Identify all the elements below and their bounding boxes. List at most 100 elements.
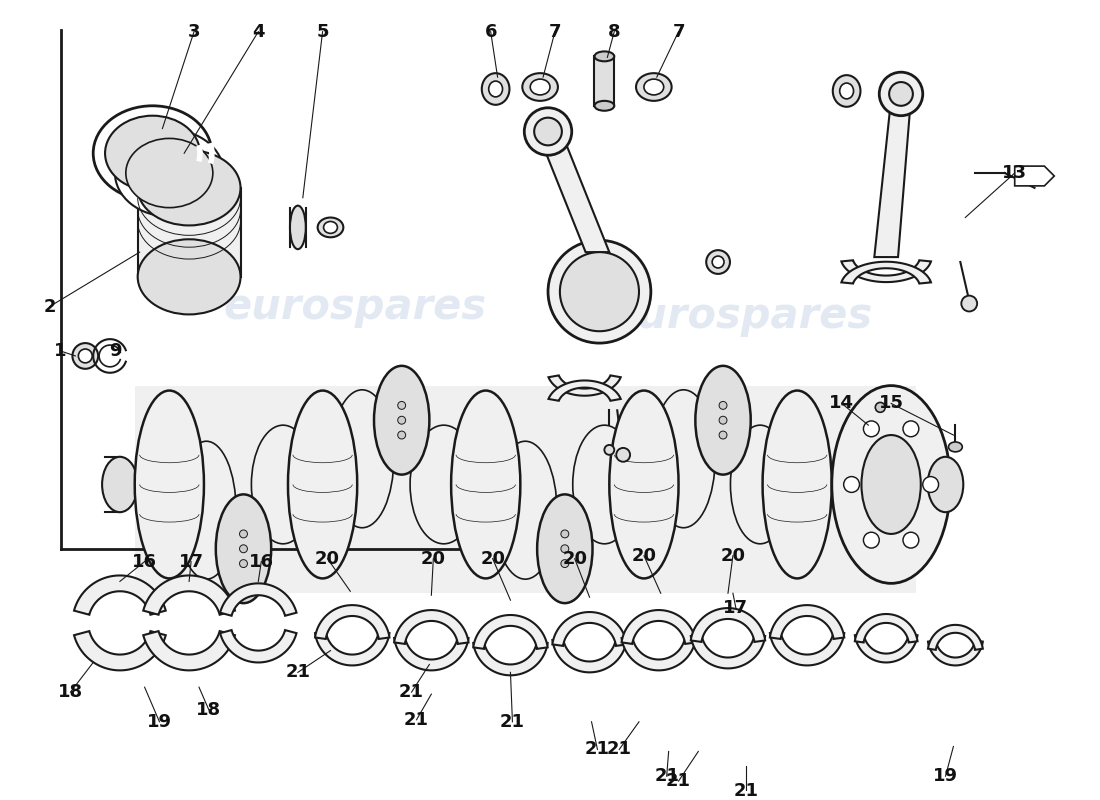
Text: 16: 16 [249, 553, 274, 570]
Text: 17: 17 [724, 599, 748, 617]
Ellipse shape [488, 81, 503, 97]
Ellipse shape [839, 83, 854, 99]
Circle shape [240, 530, 248, 538]
Polygon shape [842, 260, 931, 282]
Text: 21: 21 [399, 683, 425, 701]
Circle shape [923, 477, 938, 492]
Ellipse shape [594, 101, 614, 110]
Ellipse shape [573, 425, 636, 544]
Polygon shape [691, 634, 766, 668]
Ellipse shape [695, 366, 750, 474]
Text: 17: 17 [178, 553, 204, 570]
Ellipse shape [288, 390, 358, 578]
Polygon shape [770, 605, 845, 639]
Polygon shape [315, 605, 389, 639]
Text: 18: 18 [58, 683, 82, 701]
Ellipse shape [537, 494, 593, 603]
Ellipse shape [948, 442, 962, 452]
Circle shape [712, 256, 724, 268]
Text: 14: 14 [829, 394, 855, 413]
Polygon shape [394, 610, 469, 644]
Ellipse shape [636, 73, 672, 101]
Circle shape [561, 560, 569, 567]
Polygon shape [552, 612, 627, 646]
Circle shape [889, 82, 913, 106]
Text: 2: 2 [43, 298, 56, 315]
Text: 21: 21 [585, 741, 611, 758]
Circle shape [561, 545, 569, 553]
Polygon shape [473, 642, 548, 675]
Circle shape [616, 448, 630, 462]
Ellipse shape [927, 457, 964, 512]
Circle shape [398, 402, 406, 410]
Circle shape [844, 477, 859, 492]
Text: 20: 20 [481, 550, 505, 568]
Text: 21: 21 [285, 663, 310, 682]
Ellipse shape [138, 150, 241, 226]
Polygon shape [928, 641, 982, 666]
Ellipse shape [861, 435, 921, 534]
Polygon shape [770, 631, 845, 666]
Ellipse shape [374, 366, 429, 474]
Ellipse shape [290, 206, 306, 249]
Text: 20: 20 [720, 546, 746, 565]
Circle shape [903, 421, 918, 437]
Polygon shape [552, 638, 627, 672]
Polygon shape [855, 634, 917, 662]
Ellipse shape [833, 75, 860, 106]
Polygon shape [138, 188, 241, 277]
Ellipse shape [116, 130, 223, 217]
Polygon shape [928, 625, 982, 650]
Polygon shape [74, 575, 166, 614]
Circle shape [719, 416, 727, 424]
Ellipse shape [594, 51, 614, 62]
Text: 18: 18 [196, 701, 221, 719]
Polygon shape [874, 99, 911, 257]
Ellipse shape [482, 73, 509, 105]
Ellipse shape [609, 390, 679, 578]
Text: 19: 19 [147, 713, 172, 730]
Ellipse shape [494, 442, 557, 579]
Text: eurospares: eurospares [223, 286, 487, 327]
Polygon shape [220, 630, 297, 662]
Polygon shape [855, 614, 917, 642]
Ellipse shape [832, 386, 950, 583]
Text: 21: 21 [607, 741, 631, 758]
Ellipse shape [106, 116, 200, 191]
Text: 7: 7 [549, 22, 561, 41]
Ellipse shape [330, 390, 394, 528]
Polygon shape [134, 386, 916, 594]
Polygon shape [315, 631, 389, 666]
Polygon shape [691, 608, 766, 642]
Polygon shape [473, 615, 548, 649]
Circle shape [561, 530, 569, 538]
Ellipse shape [644, 79, 663, 95]
Ellipse shape [522, 73, 558, 101]
Ellipse shape [730, 425, 790, 544]
Text: 13: 13 [1002, 164, 1027, 182]
Text: 21: 21 [666, 772, 691, 790]
Ellipse shape [451, 390, 520, 578]
Circle shape [78, 349, 92, 363]
Ellipse shape [102, 457, 138, 512]
Text: 20: 20 [631, 546, 657, 565]
Ellipse shape [530, 79, 550, 95]
Circle shape [719, 431, 727, 439]
Ellipse shape [94, 106, 212, 201]
Polygon shape [549, 375, 620, 396]
Polygon shape [394, 637, 469, 670]
Polygon shape [842, 262, 931, 283]
Ellipse shape [323, 222, 338, 234]
Circle shape [240, 560, 248, 567]
Polygon shape [143, 575, 235, 614]
Ellipse shape [410, 425, 477, 544]
Text: 16: 16 [132, 553, 157, 570]
Circle shape [398, 416, 406, 424]
Polygon shape [143, 631, 235, 670]
Text: 19: 19 [933, 767, 958, 785]
Text: 1: 1 [54, 342, 67, 360]
Ellipse shape [252, 425, 315, 544]
Ellipse shape [216, 494, 272, 603]
Text: 5: 5 [317, 22, 329, 41]
Text: 8: 8 [608, 22, 620, 41]
